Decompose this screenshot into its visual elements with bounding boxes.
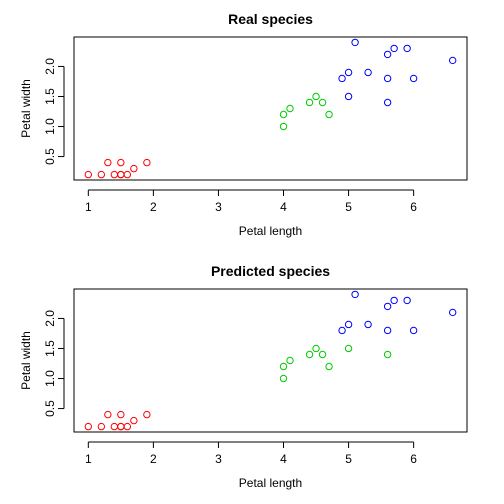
data-point-series-2 [325,362,333,371]
data-point-series-3 [448,56,457,65]
data-point-series-2 [286,356,294,365]
data-point-series-3 [409,326,418,335]
data-point-series-1 [143,158,151,167]
data-point-series-1 [123,422,132,431]
y-axis-label: Petal width [19,331,33,390]
plot-frame [73,288,468,433]
data-point-series-2 [344,344,353,353]
data-point-series-1 [110,422,119,431]
chart-panel-1: Real species 1 2 3 4 5 6 0.5 1.0 1.5 2.0 Petal leng… [19,11,468,238]
data-point-series-3 [344,68,353,77]
y-tick-label: 0.5 [43,148,57,165]
data-point-series-1 [130,164,138,173]
data-point-series-1 [117,410,125,419]
data-point-series-2 [305,98,314,107]
y-tick-label: 1.0 [43,370,57,387]
y-tick-label: 2.0 [43,58,57,75]
y-tick-label: 0.5 [43,400,57,417]
data-point-series-3 [383,50,392,59]
data-point-series-1 [117,170,125,179]
data-point-series-3 [344,320,353,329]
chart-title: Predicted species [211,263,330,279]
data-point-series-2 [325,110,333,119]
data-point-series-2 [383,350,392,359]
data-point-series-1 [84,170,93,179]
data-point-series-2 [305,350,314,359]
data-point-series-2 [279,110,288,119]
data-point-series-1 [104,410,112,419]
data-point-series-3 [383,302,392,311]
x-tick-label: 2 [150,452,157,466]
data-point-series-1 [84,422,93,431]
x-axis-label: Petal length [239,224,302,238]
x-tick-label: 5 [345,200,352,214]
data-point-series-3 [383,326,392,335]
data-point-series-2 [312,92,320,101]
data-point-series-1 [104,158,112,167]
x-tick-label: 1 [85,452,92,466]
data-point-series-1 [97,422,106,431]
y-tick-label: 1.5 [43,340,57,357]
x-axis-label: Petal length [239,476,302,490]
x-tick-label: 4 [280,452,287,466]
x-tick-label: 3 [215,200,222,214]
x-tick-label: 3 [215,452,222,466]
data-point-series-3 [338,326,346,335]
y-tick-label: 2.0 [43,310,57,327]
data-point-series-2 [318,98,327,107]
data-point-series-3 [448,308,457,317]
x-tick-label: 6 [410,200,417,214]
data-point-series-3 [390,44,398,53]
y-tick-label: 1.0 [43,118,57,135]
data-point-series-3 [364,320,372,329]
data-point-series-1 [97,170,106,179]
data-point-series-3 [403,296,411,305]
chart-title: Real species [228,11,313,27]
x-tick-label: 1 [85,200,92,214]
data-point-series-1 [117,158,125,167]
y-axis-label: Petal width [19,79,33,138]
data-point-series-1 [123,170,132,179]
data-point-series-3 [344,92,353,101]
data-point-series-1 [110,170,119,179]
data-point-series-3 [383,74,392,83]
chart-panel-2: Predicted species 1 2 3 4 5 6 0.5 1.0 1.5 2.0 Petal… [19,263,468,490]
data-point-series-3 [338,74,346,83]
data-point-series-1 [130,416,138,425]
y-tick-label: 1.5 [43,88,57,105]
data-point-series-1 [143,410,151,419]
x-tick-label: 6 [410,452,417,466]
data-point-series-2 [279,362,288,371]
data-point-series-3 [364,68,372,77]
data-point-series-2 [318,350,327,359]
data-point-series-3 [383,98,392,107]
data-point-series-2 [312,344,320,353]
data-point-series-3 [351,290,359,299]
data-point-series-3 [403,44,411,53]
x-tick-label: 5 [345,452,352,466]
x-tick-label: 2 [150,200,157,214]
data-point-series-2 [279,122,288,131]
data-point-series-2 [279,374,288,383]
data-point-series-3 [351,38,359,47]
data-point-series-2 [286,104,294,113]
data-point-series-1 [117,422,125,431]
plot-frame [73,36,468,181]
data-point-series-3 [409,74,418,83]
x-tick-label: 4 [280,200,287,214]
data-point-series-3 [390,296,398,305]
